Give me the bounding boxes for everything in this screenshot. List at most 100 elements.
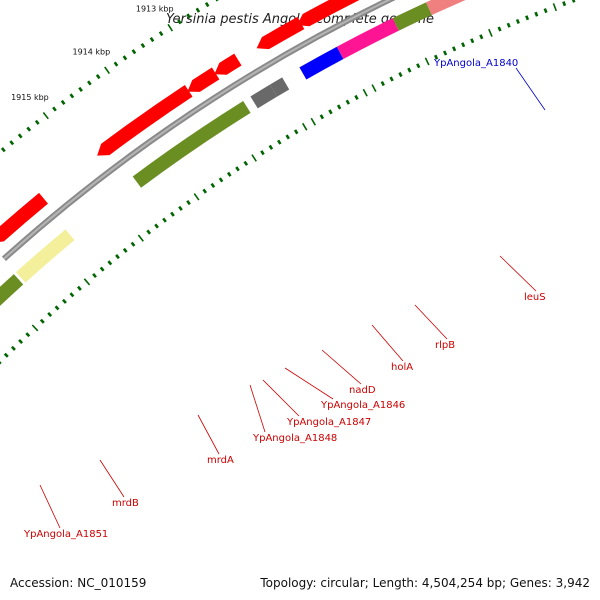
gene-feature [392, 2, 432, 31]
tick-mark [195, 7, 201, 13]
leader-line [371, 324, 404, 362]
tick-mark [167, 23, 174, 32]
tick-mark [251, 154, 257, 162]
tick-mark [362, 88, 368, 97]
leader-line [197, 414, 220, 455]
tick-mark [452, 46, 457, 52]
tick-mark [552, 3, 558, 12]
tick-mark [52, 106, 57, 112]
tick-mark [9, 140, 15, 146]
tick-label: 1915 kbp [11, 93, 49, 102]
tick-mark [42, 112, 49, 120]
leader-line [262, 379, 300, 417]
leader-line [249, 384, 266, 433]
gene-feature [336, 18, 399, 60]
tick-mark [571, 0, 576, 3]
leader-line [39, 484, 61, 529]
gene-feature [256, 16, 305, 50]
tick-mark [389, 76, 394, 82]
tick-mark [479, 34, 484, 40]
tick-mark [470, 38, 475, 44]
gene-feature [15, 229, 75, 283]
leader-line [499, 255, 537, 292]
tick-mark [83, 278, 91, 286]
tick-mark [336, 104, 342, 110]
tick-mark [354, 94, 359, 100]
leader-line [321, 349, 362, 385]
gene-label: YpAngola_A1840 [433, 58, 518, 69]
tick-mark [380, 80, 385, 87]
tick-mark [18, 339, 24, 344]
tick-mark [285, 134, 290, 140]
tick-mark [243, 160, 249, 166]
gene-label: nadD [349, 385, 376, 396]
tick-mark [260, 150, 265, 156]
tick-mark [310, 117, 316, 126]
gene-feature [132, 100, 251, 188]
tick-mark [154, 223, 159, 229]
gene-labels: YpAngola_A1840 leuS rlpB holA nadD YpAngola_A… [23, 58, 546, 540]
tick-mark [140, 43, 146, 49]
tick-mark [193, 193, 200, 201]
tick-mark [202, 188, 208, 194]
gene-feature [269, 77, 290, 97]
accession-text: Accession: NC_010159 [10, 576, 147, 590]
tick-mark [443, 50, 448, 56]
gene-label: holA [391, 362, 413, 373]
tick-mark [54, 305, 60, 311]
tick-mark [562, 1, 567, 7]
gene-features [0, 0, 466, 306]
tick-mark [115, 254, 120, 260]
tick-mark [319, 114, 325, 120]
gene-label: leuS [524, 292, 546, 303]
tick-mark [515, 18, 520, 25]
leader-line [284, 367, 334, 400]
tick-mark [39, 318, 45, 324]
tick-mark [235, 166, 240, 172]
tick-mark [158, 31, 164, 37]
gene-feature [0, 274, 24, 306]
gene-label: YpAngola_A1846 [320, 400, 405, 411]
tick-mark [122, 247, 128, 253]
tick-mark [10, 345, 16, 351]
gene-label: mrdB [112, 498, 139, 509]
gene-label: YpAngola_A1851 [23, 529, 108, 540]
tick-mark [543, 8, 548, 14]
gene-label: mrdA [207, 455, 234, 466]
topology-text: Topology: circular; Length: 4,504,254 bp… [260, 576, 590, 590]
gene-feature [299, 46, 344, 80]
gene-feature [297, 0, 360, 27]
tick-mark [113, 61, 119, 67]
tick-mark [170, 211, 175, 217]
tick-mark [534, 11, 539, 17]
tick-mark [424, 57, 430, 66]
label-leaders [39, 67, 546, 529]
tick-mark [162, 217, 167, 223]
tick-mark [488, 28, 493, 37]
tick-mark [186, 200, 191, 206]
tick-mark [104, 66, 111, 75]
gene-label: YpAngola_A1847 [286, 417, 371, 428]
tick-mark [0, 361, 2, 365]
tick-mark [345, 99, 350, 105]
tick-mark [26, 126, 32, 132]
tick-mark [268, 144, 274, 150]
tick-mark [47, 312, 53, 318]
tick-mark [99, 266, 105, 272]
tick-mark [226, 171, 232, 177]
gene-feature [250, 84, 278, 109]
tick-mark [186, 13, 191, 19]
tick-mark [149, 36, 155, 43]
inner-tick-ring [0, 0, 576, 365]
tick-mark [218, 177, 224, 183]
backbone-highlight [3, 0, 392, 260]
tick-mark [398, 71, 403, 78]
backbone-line [1, 0, 396, 262]
tick-mark [3, 352, 9, 358]
tick-label: 1914 kbp [73, 47, 111, 56]
tick-mark [137, 234, 144, 242]
gene-feature [0, 192, 48, 242]
gene-label: YpAngola_A1848 [252, 433, 337, 444]
tick-mark [215, 0, 219, 2]
